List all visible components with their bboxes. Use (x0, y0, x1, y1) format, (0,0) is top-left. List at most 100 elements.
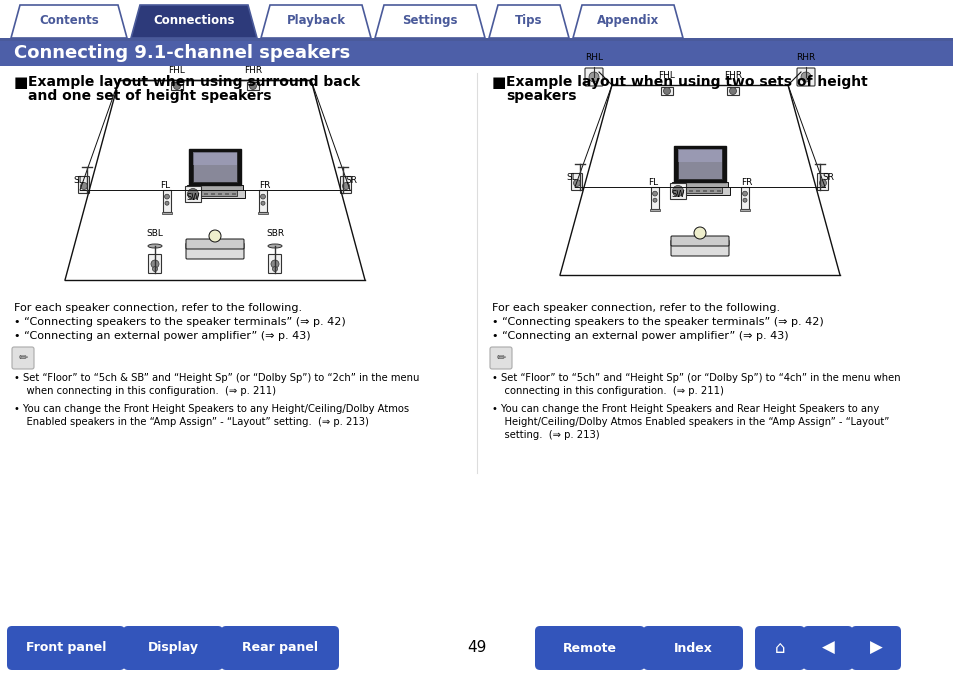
Bar (258, 190, 267, 212)
Text: Example layout when using surround back: Example layout when using surround back (28, 75, 359, 89)
FancyBboxPatch shape (796, 68, 814, 86)
Text: FL: FL (647, 178, 658, 187)
Text: For each speaker connection, refer to the following.: For each speaker connection, refer to th… (14, 303, 302, 313)
Ellipse shape (268, 244, 282, 248)
FancyBboxPatch shape (7, 626, 125, 670)
Text: FHR: FHR (723, 71, 741, 80)
Bar (0, 39, 953, 66)
Bar (193, 152, 236, 182)
Bar (669, 183, 685, 199)
Text: • “Connecting an external power amplifier” (⇒ p. 43): • “Connecting an external power amplifie… (14, 331, 311, 341)
Circle shape (741, 191, 746, 196)
Text: FHR: FHR (244, 66, 262, 75)
Text: ◀: ◀ (821, 639, 834, 657)
FancyBboxPatch shape (642, 626, 742, 670)
Polygon shape (131, 5, 256, 38)
FancyBboxPatch shape (221, 626, 338, 670)
Bar (678, 149, 721, 162)
Circle shape (250, 83, 256, 90)
Bar (218, 193, 222, 195)
Text: when connecting in this configuration.  (⇒ p. 211): when connecting in this configuration. (… (14, 386, 275, 396)
Polygon shape (11, 5, 127, 38)
Circle shape (573, 180, 579, 186)
Circle shape (342, 182, 349, 190)
Circle shape (652, 191, 657, 196)
Text: Rear panel: Rear panel (242, 641, 317, 655)
Bar (709, 190, 713, 192)
Text: • You can change the Front Height Speakers to any Height/Ceiling/Dolby Atmos: • You can change the Front Height Speake… (14, 404, 409, 414)
Circle shape (819, 180, 825, 186)
Bar (678, 149, 721, 179)
Text: ▶: ▶ (869, 639, 882, 657)
Bar (257, 212, 268, 214)
Bar (185, 190, 245, 198)
Text: FHL: FHL (658, 71, 675, 80)
Bar (163, 190, 171, 212)
Text: ■: ■ (14, 75, 29, 90)
Bar (681, 190, 685, 192)
Circle shape (271, 260, 278, 268)
FancyBboxPatch shape (12, 347, 34, 369)
Bar (702, 190, 706, 192)
Bar (740, 209, 749, 211)
Text: 49: 49 (467, 641, 486, 656)
Text: ⌂: ⌂ (774, 639, 784, 657)
Circle shape (729, 87, 736, 94)
Bar (740, 187, 748, 209)
Text: Display: Display (148, 641, 198, 655)
Bar (673, 146, 725, 182)
Circle shape (209, 230, 221, 242)
Text: Index: Index (673, 641, 712, 655)
Polygon shape (261, 5, 371, 38)
FancyBboxPatch shape (754, 626, 804, 670)
Bar (688, 190, 692, 192)
Text: RHR: RHR (796, 53, 815, 62)
Text: FR: FR (740, 178, 752, 187)
FancyBboxPatch shape (670, 236, 728, 246)
Text: SBR: SBR (266, 229, 284, 238)
Text: • You can change the Front Height Speakers and Rear Height Speakers to any: • You can change the Front Height Speake… (492, 404, 879, 414)
Circle shape (672, 186, 682, 197)
Circle shape (151, 260, 159, 268)
Circle shape (261, 201, 265, 205)
Circle shape (742, 199, 746, 202)
Polygon shape (375, 5, 484, 38)
Bar (717, 190, 720, 192)
Text: SR: SR (821, 173, 833, 182)
Text: ■: ■ (492, 75, 506, 90)
Text: • Set “Floor” to “5ch & SB” and “Height Sp” (or “Dolby Sp”) to “2ch” in the menu: • Set “Floor” to “5ch & SB” and “Height … (14, 373, 419, 383)
Text: connecting in this configuration.  (⇒ p. 211): connecting in this configuration. (⇒ p. … (492, 386, 723, 396)
FancyBboxPatch shape (802, 626, 852, 670)
Text: RHL: RHL (584, 53, 602, 62)
Text: SW: SW (671, 190, 684, 199)
Text: • “Connecting speakers to the speaker terminals” (⇒ p. 42): • “Connecting speakers to the speaker te… (14, 317, 345, 327)
Circle shape (165, 194, 170, 199)
Circle shape (165, 201, 169, 205)
FancyBboxPatch shape (123, 626, 223, 670)
FancyBboxPatch shape (149, 254, 161, 273)
Text: • Set “Floor” to “5ch” and “Height Sp” (or “Dolby Sp”) to “4ch” in the menu when: • Set “Floor” to “5ch” and “Height Sp” (… (492, 373, 900, 383)
FancyBboxPatch shape (584, 68, 602, 86)
Bar (669, 187, 729, 195)
Text: ✏: ✏ (496, 353, 505, 363)
Text: Appendix: Appendix (597, 14, 659, 27)
Text: Tips: Tips (515, 14, 542, 27)
Bar (204, 193, 208, 195)
Text: setting.  (⇒ p. 213): setting. (⇒ p. 213) (492, 430, 599, 440)
Bar (678, 187, 721, 193)
Bar (650, 187, 659, 209)
Bar (187, 185, 243, 190)
Bar (696, 190, 700, 192)
Bar (193, 190, 236, 196)
FancyBboxPatch shape (490, 347, 512, 369)
Circle shape (801, 72, 810, 82)
FancyBboxPatch shape (535, 626, 644, 670)
Text: FHL: FHL (169, 66, 185, 75)
Circle shape (260, 194, 265, 199)
Text: Connections: Connections (153, 14, 234, 27)
Bar (247, 82, 258, 90)
Text: • “Connecting speakers to the speaker terminals” (⇒ p. 42): • “Connecting speakers to the speaker te… (492, 317, 822, 327)
FancyBboxPatch shape (186, 239, 244, 249)
Text: • “Connecting an external power amplifier” (⇒ p. 43): • “Connecting an external power amplifie… (492, 331, 788, 341)
Bar (185, 186, 201, 202)
